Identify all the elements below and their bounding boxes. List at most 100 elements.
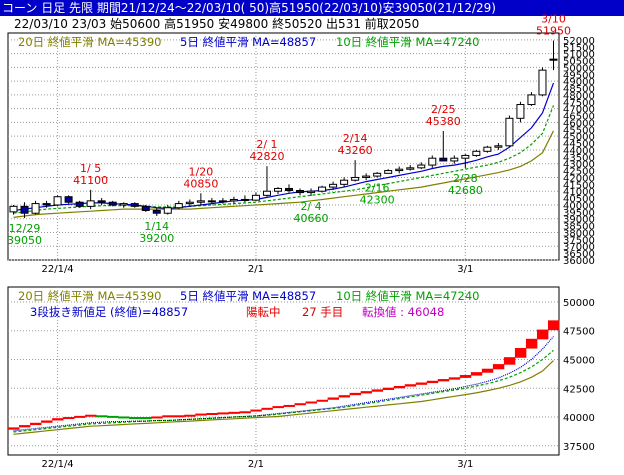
high-annotation-date: 1/ 5 <box>80 162 101 175</box>
tlb-brick <box>261 407 273 410</box>
candle-body <box>296 190 305 194</box>
tlb-brick <box>96 415 108 418</box>
tlb-brick <box>514 347 527 358</box>
ma20-line <box>13 360 554 435</box>
y-tick-label: 37000 <box>563 242 595 253</box>
tlb-brick <box>8 427 20 430</box>
candle-body <box>538 69 547 96</box>
legend-entry: 5日 終値平滑 MA=48857 <box>180 35 316 49</box>
low-annotation-value: 42300 <box>360 193 395 206</box>
y-tick-label: 45000 <box>563 132 595 143</box>
low-annotation-date: 2/28 <box>453 172 478 185</box>
candle-body <box>31 203 40 214</box>
y-tick-label: 50000 <box>563 63 595 74</box>
tlb-brick <box>217 412 229 415</box>
y-tick-label: 38000 <box>563 228 595 239</box>
y-tick-label: 36000 <box>563 256 595 267</box>
low-annotation-date: 2/16 <box>365 181 390 194</box>
candle-body <box>196 200 205 203</box>
candle-body <box>75 201 84 207</box>
high-annotation-date: 1/20 <box>188 165 213 178</box>
low-annotation-value: 42680 <box>448 184 483 197</box>
candle-body <box>207 200 216 203</box>
low-annotation-date: 2/ 4 <box>300 200 321 213</box>
candle-body <box>141 205 150 211</box>
low-annotation-date: 12/29 <box>9 222 41 235</box>
low-annotation-value: 40660 <box>294 212 329 225</box>
tlb-brick <box>239 411 251 414</box>
candle-body <box>119 203 128 206</box>
candlestick-panel: 3600036500370003750038000385003900039500… <box>7 13 595 275</box>
legend-entry: 20日 終値平滑 MA=45390 <box>18 289 161 303</box>
legend-entry: 10日 終値平滑 MA=47240 <box>336 289 479 303</box>
candle-body <box>229 198 238 202</box>
tlb-brick <box>118 416 130 419</box>
tlb-brick <box>415 382 428 385</box>
tlb-brick <box>184 414 196 417</box>
candle-body <box>86 200 95 207</box>
candle-body <box>483 146 492 152</box>
tlb-brick <box>536 329 549 340</box>
y-tick-label: 37500 <box>563 442 595 453</box>
high-annotation-value: 45380 <box>426 115 461 128</box>
tlb-brick <box>228 411 240 414</box>
candle-body <box>251 194 260 201</box>
high-annotation-date: 3/10 <box>541 13 566 26</box>
y-tick-label: 42500 <box>563 167 595 178</box>
tlb-brick <box>503 357 516 365</box>
tlb-brick <box>283 404 295 407</box>
tlb-brick <box>250 409 262 412</box>
candle-body <box>64 196 73 203</box>
y-tick-label: 38500 <box>563 222 595 233</box>
legend-entry: 10日 終値平滑 MA=47240 <box>336 35 479 49</box>
legend-entry: 20日 終値平滑 MA=45390 <box>18 35 161 49</box>
tlb-brick <box>360 391 373 394</box>
candle-body <box>549 58 558 61</box>
y-tick-label: 47500 <box>563 98 595 109</box>
tlb-brick <box>151 416 163 419</box>
y-tick-label: 45000 <box>563 355 595 366</box>
candle-body <box>9 205 18 213</box>
candle-body <box>516 104 525 119</box>
ma10-line <box>13 105 555 214</box>
tlb-brick <box>85 414 97 417</box>
tlb-status: 陽転中 <box>246 305 281 319</box>
x-tick-label: 3/1 <box>457 264 473 275</box>
high-annotation-date: 2/ 1 <box>256 138 277 151</box>
y-tick-label: 40000 <box>563 201 595 212</box>
candle-body <box>329 183 338 188</box>
candle-body <box>163 207 172 214</box>
y-tick-label: 41000 <box>563 187 595 198</box>
tlb-brick <box>371 389 384 392</box>
candle-body <box>428 157 437 166</box>
tlb-brick <box>294 403 306 406</box>
tlb-brick <box>349 392 362 396</box>
candle-body <box>384 170 393 174</box>
tlb-brick <box>206 413 218 415</box>
y-tick-label: 47000 <box>563 105 595 116</box>
candle-body <box>262 190 271 196</box>
tlb-brick <box>19 425 31 428</box>
x-tick-label: 2/1 <box>248 264 264 275</box>
candle-body <box>406 167 415 170</box>
y-tick-label: 51000 <box>563 50 595 61</box>
tlb-brick <box>525 338 538 349</box>
tlb-brick <box>41 420 53 423</box>
y-tick-label: 46500 <box>563 112 595 123</box>
candle-body <box>505 117 514 147</box>
high-annotation-date: 2/14 <box>343 132 368 145</box>
x-tick-label: 22/1/4 <box>41 264 73 275</box>
candle-body <box>417 164 426 169</box>
y-tick-label: 45500 <box>563 125 595 136</box>
y-tick-label: 44000 <box>563 146 595 157</box>
candle-body <box>450 157 459 162</box>
candle-body <box>351 176 360 181</box>
ma5-line <box>13 336 554 432</box>
candle-body <box>439 157 448 162</box>
y-tick-label: 43500 <box>563 153 595 164</box>
y-tick-label: 37500 <box>563 235 595 246</box>
candle-body <box>108 201 117 206</box>
tlb-brick <box>382 387 395 390</box>
tlb-brick <box>492 364 505 370</box>
candle-body <box>20 205 29 214</box>
